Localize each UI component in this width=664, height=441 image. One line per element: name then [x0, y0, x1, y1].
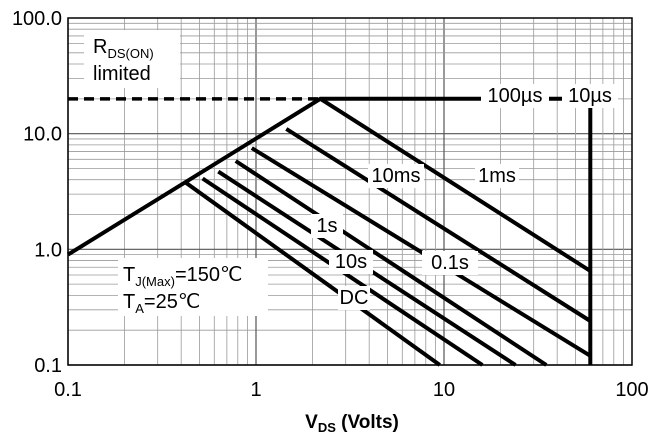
series-line-7 [184, 180, 441, 367]
series-line-1 [319, 97, 592, 273]
series-label: 10µs [568, 85, 612, 107]
series-line-3 [250, 146, 592, 358]
series-label-bg [311, 214, 343, 238]
rds-label-limited: limited [93, 63, 151, 85]
series-label-bg [562, 84, 618, 108]
x-tick-label: 0.1 [54, 379, 82, 401]
tj-label: TJ(Max)=150℃ [123, 264, 242, 289]
rds-label-bg [84, 30, 180, 88]
series-label-bg [475, 164, 519, 188]
y-tick-label: 1.0 [34, 239, 62, 261]
rds-label: RDS(ON) [93, 36, 154, 61]
series-label: 1s [316, 215, 337, 237]
series-label: 10s [335, 251, 367, 273]
series-label-bg [338, 286, 370, 310]
series-label-bg [481, 84, 549, 108]
x-tick-label: 10 [433, 379, 455, 401]
series-label: 100µs [488, 85, 543, 107]
series-line-4 [234, 159, 548, 367]
series-label: 1ms [478, 165, 516, 187]
x-tick-label: 100 [615, 379, 648, 401]
temp-label-bg [118, 258, 268, 316]
series-label: DC [340, 287, 369, 309]
ta-label: TA=25℃ [123, 291, 200, 316]
series-labels: 10µs 100µs 1ms 10ms 0.1s 1s 10s DC [311, 84, 618, 310]
tick-labels: 0.1 1 10 100 0.1 1.0 10.0 100.0 [12, 8, 649, 401]
series-label-bg [368, 164, 424, 188]
x-tick-label: 1 [250, 379, 261, 401]
series-label: 10ms [372, 165, 421, 187]
series-line-2 [285, 127, 592, 323]
annotations: RDS(ON) limited TJ(Max)=150℃ TA=25℃ [84, 30, 268, 316]
y-tick-label: 10.0 [23, 124, 62, 146]
series-label: 0.1s [431, 252, 469, 274]
x-axis-title: VDS (Volts) [305, 412, 399, 435]
y-tick-label: 0.1 [34, 355, 62, 377]
series-label-bg [422, 251, 478, 275]
plot-frame [67, 17, 633, 366]
y-tick-label: 100.0 [12, 8, 62, 30]
series-label-bg [329, 250, 373, 274]
